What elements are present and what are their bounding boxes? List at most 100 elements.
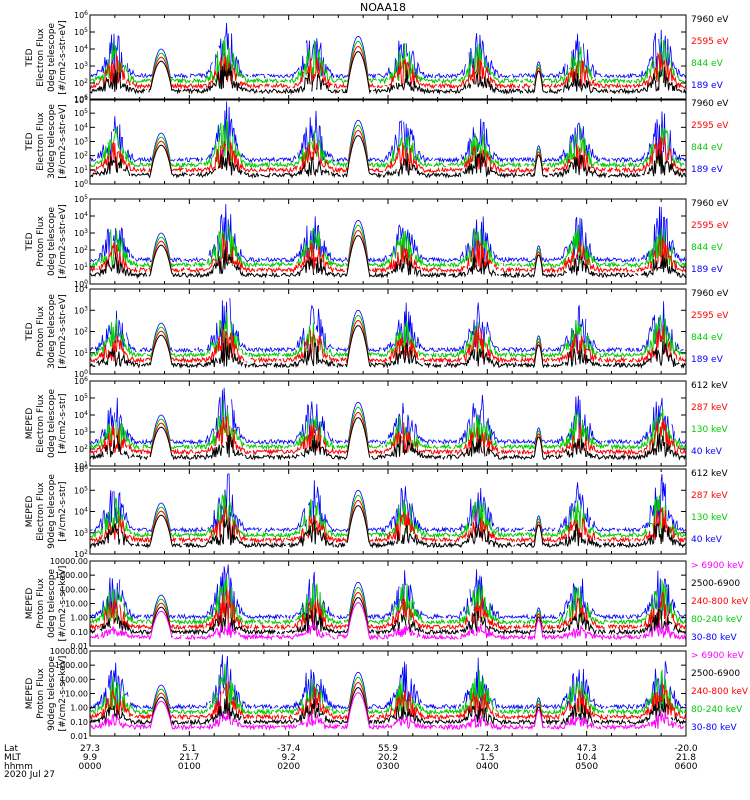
panel-8: 0.01 0.10 1.00 10.00 100.00 1000.00 10000.00 ME… (25, 647, 749, 741)
chart-title: NOAA18 (360, 1, 406, 14)
x-tick-label: 0100 (178, 762, 201, 772)
series-line-4-3 (90, 312, 686, 359)
panel-1: 101 102 103 104 105 106 TED Electron Flux 0deg t… (25, 10, 729, 105)
x-tick-label: 9.2 (282, 753, 296, 763)
x-tick-label: -72.3 (476, 744, 499, 754)
legend-entry: 2595 eV (691, 37, 729, 47)
series-line-5-4 (90, 387, 686, 446)
y-tick-label: 100 (74, 179, 88, 189)
legend-entry: 2595 eV (691, 221, 729, 231)
y-axis-label: [#/cm2-s-str-eV] (58, 20, 68, 95)
series-line-3-4 (90, 204, 686, 264)
x-tick-label: 1.5 (480, 753, 494, 763)
y-tick-label: 106 (74, 94, 88, 104)
y-axis-label: [#/cm2-s-str] (58, 393, 68, 453)
series-line-1-4 (90, 22, 686, 80)
y-axis-label: Proton Flux (36, 216, 46, 267)
legend-entry: 2595 eV (691, 121, 729, 131)
y-tick-label: 100 (74, 279, 88, 289)
legend-entry: 844 eV (691, 143, 724, 153)
y-tick-label: 102 (74, 444, 88, 454)
x-tick-label: 5.1 (182, 744, 196, 754)
y-tick-label: 103 (74, 61, 88, 71)
series-line-3-2 (90, 229, 686, 274)
series-line-1-2 (90, 45, 686, 90)
x-tick-label: 9.9 (83, 753, 98, 763)
panel-5: 101 102 103 104 105 106 MEPED Electron Flux 0deg… (25, 376, 728, 471)
y-tick-label: 102 (74, 549, 88, 559)
legend-entry: 7960 eV (691, 289, 729, 299)
legend-entry: 30-80 keV (691, 633, 737, 643)
x-tick-label: 47.3 (577, 744, 597, 754)
x-tick-label: 0600 (675, 762, 698, 772)
legend-entry: 30-80 keV (691, 723, 737, 733)
y-axis-label: 0deg telescope (47, 207, 57, 277)
legend-entry: > 6900 keV (691, 561, 745, 571)
y-tick-label: 10.00 (65, 600, 88, 609)
y-tick-label: 10000.00 (50, 647, 88, 656)
series-line-5-1 (90, 417, 686, 461)
panel-frame (89, 288, 687, 375)
series-line-5-2 (90, 411, 686, 456)
y-tick-label: 1000.00 (55, 571, 88, 580)
legend-entry: 612 keV (691, 381, 728, 391)
legend-entry: 189 eV (691, 81, 724, 91)
y-tick-label: 10000.00 (50, 557, 88, 566)
legend-entry: 40 keV (691, 447, 723, 457)
y-axis-label: [#/cm2-s-sr-keV] (58, 566, 68, 642)
x-tick-label: 27.3 (80, 744, 100, 754)
y-axis-label: [#/cm2-s-str] (58, 481, 68, 541)
series-line-7-1 (90, 602, 686, 641)
y-axis-label: Proton Flux (36, 668, 46, 719)
y-axis-label: TED (25, 322, 35, 341)
x-axis-row-label: hhmm (4, 762, 33, 772)
y-tick-label: 106 (74, 10, 88, 20)
legend-entry: 240-800 keV (691, 687, 749, 697)
y-tick-label: 104 (74, 122, 88, 132)
series-line-3-1 (90, 235, 686, 280)
panel-3: 100 101 102 103 104 105 TED Proton Flux 0deg tel… (25, 194, 729, 289)
y-axis-label: MEPED (25, 678, 35, 710)
y-axis-label: TED (25, 232, 35, 251)
y-tick-label: 1.00 (70, 704, 88, 713)
y-axis-label: 30deg telescope (47, 294, 57, 369)
series-line-6-4 (90, 473, 686, 534)
legend-entry: 2500-6900 (691, 669, 740, 679)
y-axis-label: MEPED (25, 588, 35, 620)
legend-entry: 80-240 keV (691, 615, 743, 625)
legend-entry: 189 eV (691, 265, 724, 275)
y-tick-label: 101 (74, 165, 88, 175)
x-tick-label: 21.8 (676, 753, 696, 763)
y-axis-label: MEPED (25, 496, 35, 528)
x-tick-label: 0200 (277, 762, 300, 772)
y-tick-label: 0.10 (70, 628, 88, 637)
y-axis-label: Proton Flux (36, 578, 46, 629)
y-tick-label: 0.01 (70, 642, 88, 651)
y-tick-label: 103 (74, 305, 88, 315)
y-tick-label: 10.00 (65, 690, 88, 699)
x-tick-label: 0300 (377, 762, 400, 772)
y-tick-label: 104 (74, 44, 88, 54)
series-line-4-2 (90, 319, 686, 364)
y-tick-label: 102 (74, 78, 88, 88)
y-tick-label: 0.10 (70, 718, 88, 727)
y-tick-label: 103 (74, 528, 88, 538)
y-tick-label: 105 (74, 485, 88, 495)
x-tick-label: 55.9 (378, 744, 398, 754)
series-line-4-1 (90, 325, 686, 370)
y-axis-label: [#/cm2-s-sr-keV] (58, 656, 68, 732)
legend-entry: 612 keV (691, 469, 728, 479)
panel-6: 102 103 104 105 106 MEPED Electron Flux 90deg t… (25, 464, 728, 559)
legend-entry: 189 eV (691, 165, 724, 175)
y-tick-label: 103 (74, 427, 88, 437)
panel-frame (89, 560, 687, 647)
y-tick-label: 101 (74, 348, 88, 358)
series-line-8-5 (90, 654, 686, 711)
date-label: 2020 Jul 27 (4, 770, 55, 780)
legend-entry: 844 eV (691, 59, 724, 69)
y-tick-label: 102 (74, 151, 88, 161)
legend-entry: 287 keV (691, 403, 728, 413)
series-line-6-2 (90, 499, 686, 544)
legend-entry: 844 eV (691, 333, 724, 343)
